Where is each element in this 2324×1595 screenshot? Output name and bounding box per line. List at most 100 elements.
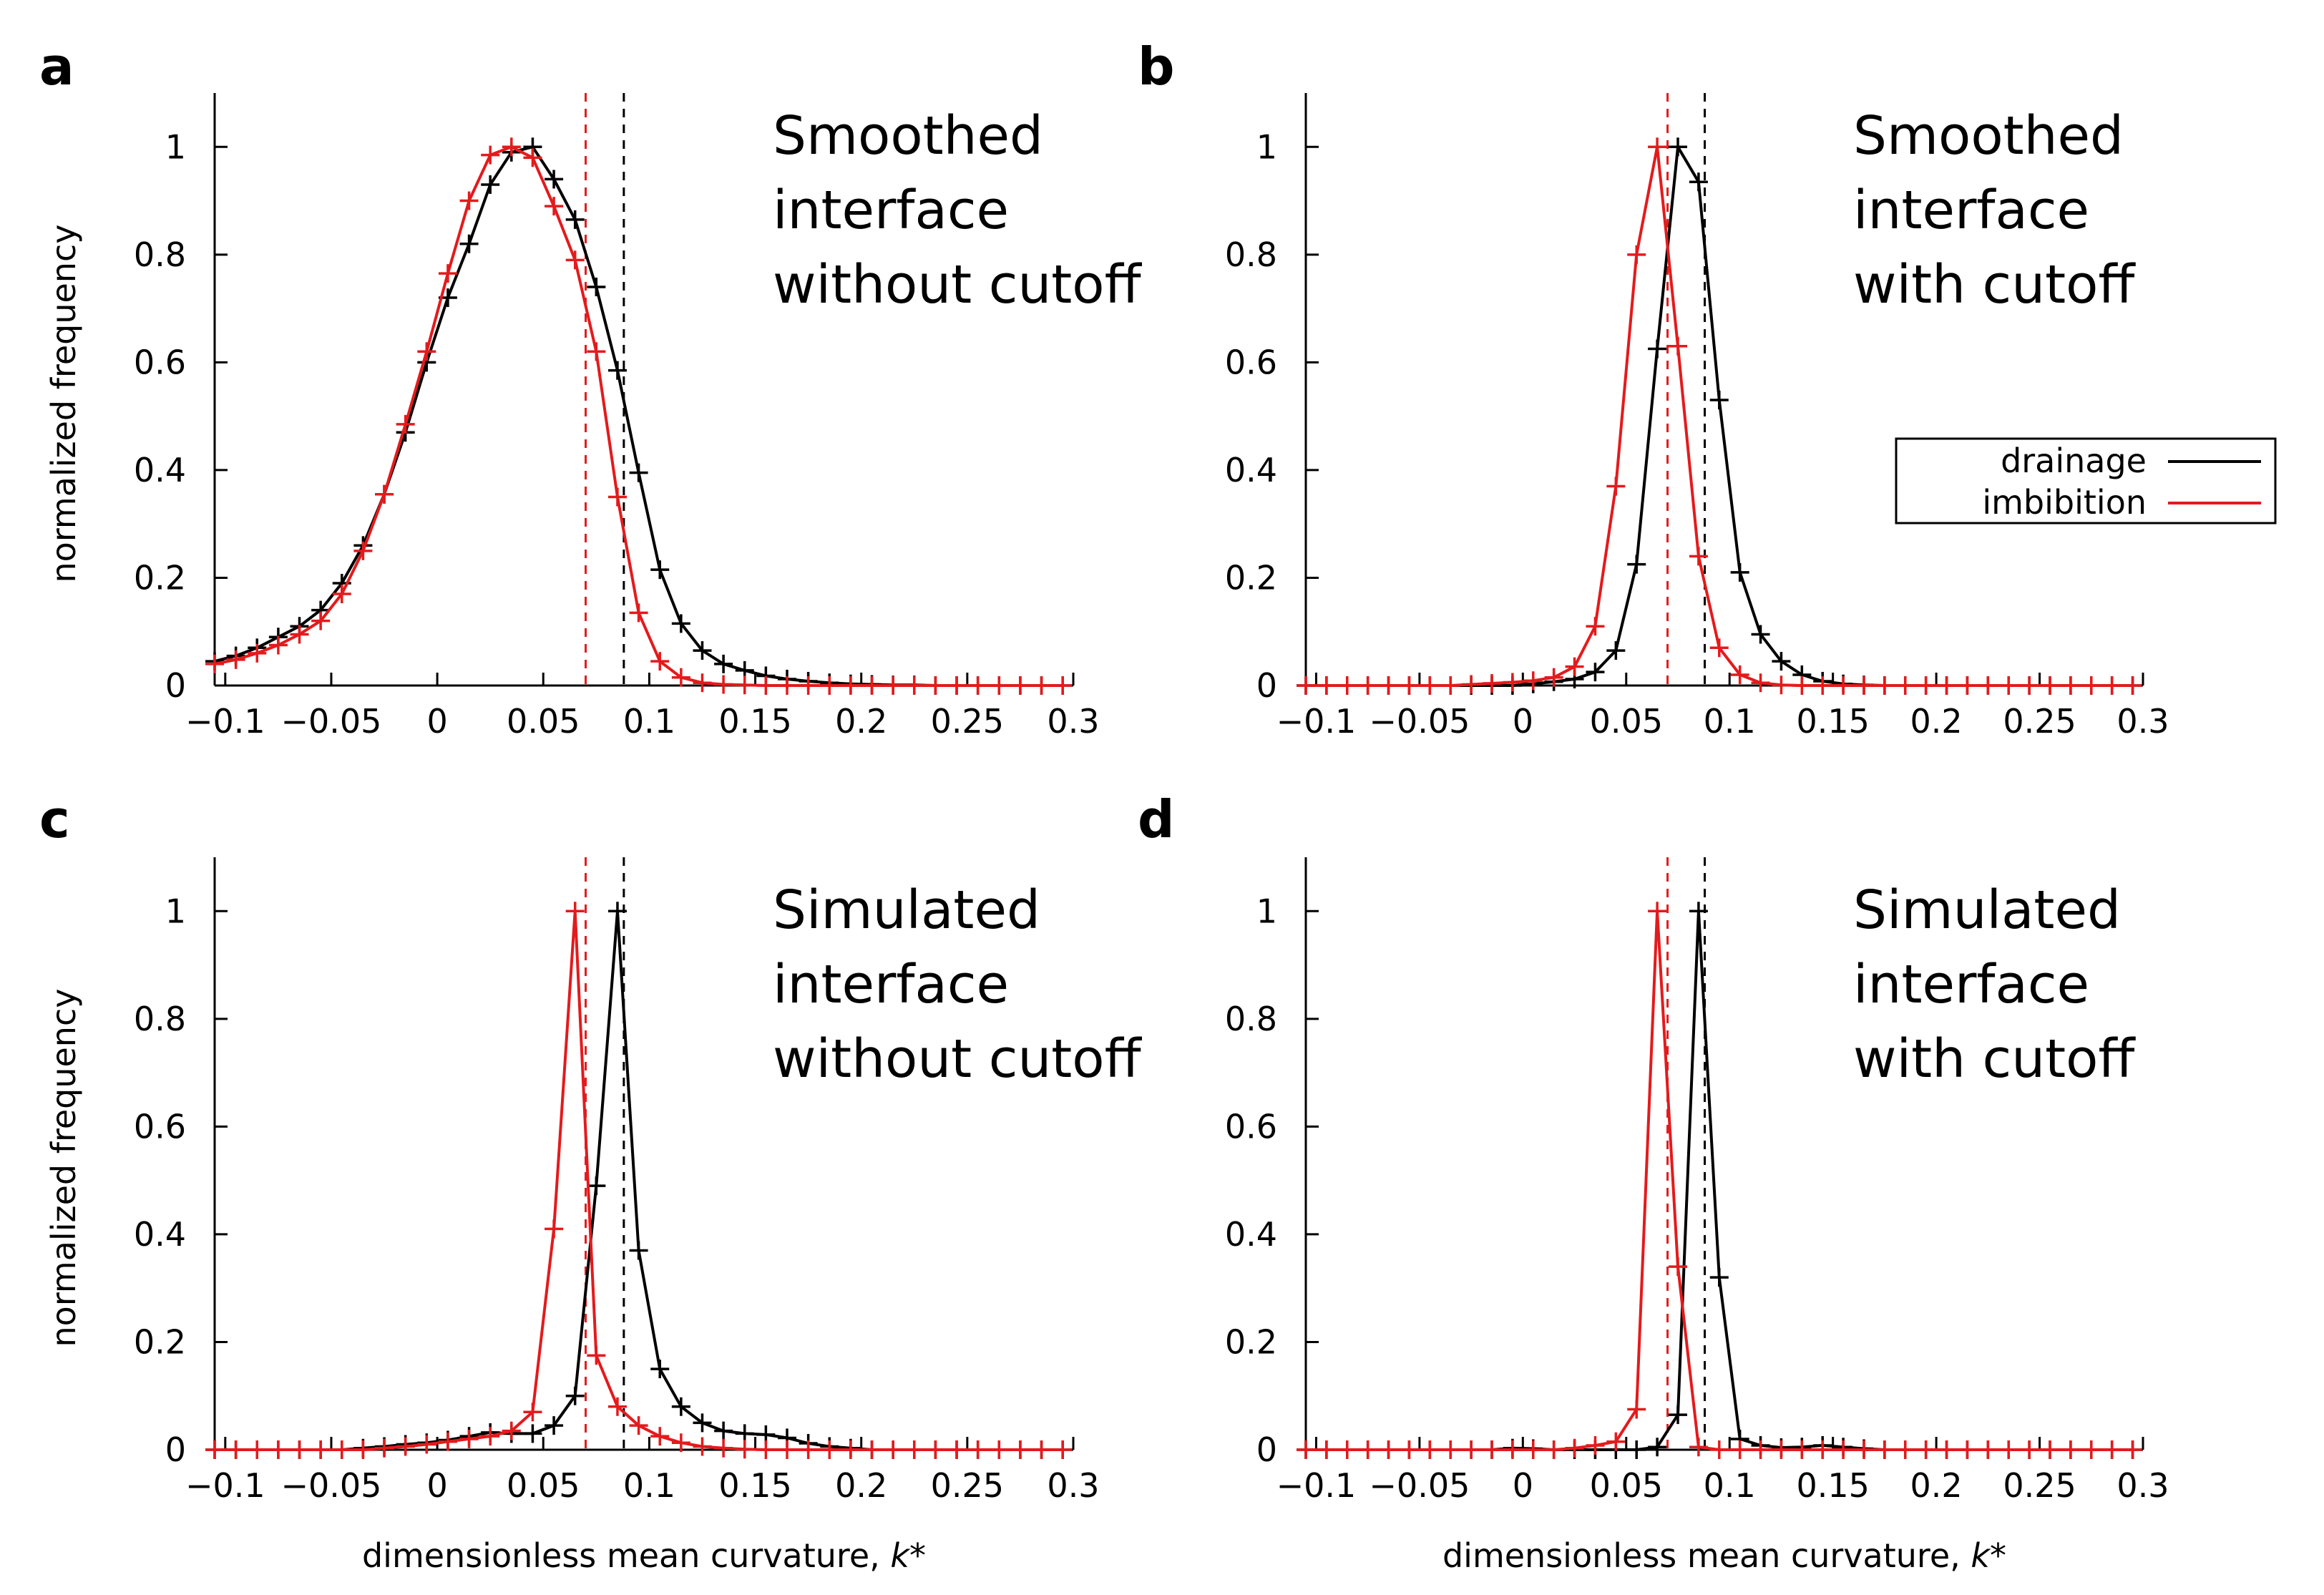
imbibition-point: [947, 1440, 967, 1459]
imbibition-point: [1855, 1440, 1873, 1459]
y-tick-label: 1: [165, 892, 186, 930]
y-tick-label: 0.4: [1225, 451, 1277, 489]
panel-title-line: without cutoff: [773, 1028, 1143, 1090]
imbibition-point: [545, 1219, 564, 1239]
x-tick-label: 0.2: [835, 702, 887, 741]
x-tick-label: 0.05: [1590, 1466, 1663, 1505]
imbibition-point: [248, 643, 267, 663]
imbibition-point: [1606, 477, 1626, 496]
imbibition-point: [1358, 676, 1377, 695]
y-tick-label: 0: [1256, 666, 1277, 705]
imbibition-point: [1586, 1435, 1605, 1455]
panel-d: −0.1 −0.05 0 0.05 0.1 0.15 0.2 0.25 0.3 0 0.2 0.4 0.…: [1138, 789, 2169, 1575]
imbibition-point: [671, 1433, 690, 1453]
y-tick-label: 0.8: [1225, 1000, 1277, 1038]
legend-label-drainage: drainage: [2001, 442, 2147, 480]
imbibition-point: [1523, 671, 1543, 691]
x-axis-label-text: dimensionless mean curvature,: [1442, 1536, 1971, 1575]
imbibition-point: [1565, 657, 1584, 676]
imbibition-point: [1483, 673, 1501, 693]
drainage-point: [565, 210, 585, 229]
imbibition-point: [1400, 676, 1419, 695]
imbibition-point: [332, 1440, 351, 1459]
imbibition-point: [1978, 1440, 1998, 1459]
y-tick-label: 0.8: [1225, 235, 1277, 274]
y-tick-label: 1: [165, 127, 186, 166]
imbibition-point: [523, 1403, 542, 1422]
imbibition-point: [1586, 617, 1605, 636]
drainage-point: [629, 463, 648, 482]
imbibition-point: [756, 1440, 776, 1459]
panel-a: −0.1 −0.05 0 0.05 0.1 0.15 0.2 0.25 0.3 0 0.2 0.4 0.…: [39, 36, 1143, 741]
imbibition-point: [607, 487, 627, 507]
y-tick-label: 0.6: [1225, 343, 1277, 381]
imbibition-point: [268, 635, 288, 655]
x-tick-label: 0: [426, 1466, 447, 1505]
x-tick-label: 0.25: [931, 1466, 1004, 1505]
x-tick-label: 0.25: [931, 702, 1004, 741]
drainage-point: [481, 175, 500, 194]
x-tick-label: −0.05: [1369, 1466, 1470, 1505]
imbibition-point: [1317, 1440, 1336, 1459]
imbibition-point: [1544, 1440, 1563, 1459]
imbibition-point: [290, 1440, 309, 1459]
imbibition-point: [1503, 1440, 1522, 1459]
imbibition-point: [1606, 1432, 1626, 1451]
y-tick-label: 0.8: [134, 1000, 186, 1038]
imbibition-point: [502, 137, 521, 157]
imbibition-point: [1669, 336, 1687, 356]
imbibition-point: [799, 676, 818, 695]
drainage-point: [671, 1397, 690, 1416]
imbibition-point: [1420, 676, 1440, 695]
y-tick-label: 0.6: [134, 1107, 186, 1146]
imbibition-point: [1441, 676, 1460, 695]
imbibition-point: [332, 585, 351, 604]
imbibition-point: [1627, 245, 1646, 264]
y-tick-label: 0.2: [134, 558, 186, 597]
imbibition-point: [1358, 1440, 1377, 1459]
drainage-point: [1689, 172, 1708, 192]
imbibition-point: [502, 1421, 521, 1440]
imbibition-point: [353, 1440, 373, 1459]
imbibition-point: [1627, 1400, 1646, 1419]
imbibition-point: [311, 1440, 331, 1459]
imbibition-point: [1689, 547, 1708, 566]
imbibition-point: [375, 1438, 394, 1458]
x-tick-label: 0.1: [623, 702, 675, 741]
y-tick-label: 0.4: [134, 1215, 186, 1254]
y-tick-label: 0.4: [1225, 1215, 1277, 1254]
drainage-point: [587, 1176, 606, 1196]
imbibition-point: [756, 676, 776, 695]
x-tick-label: −0.1: [1276, 1466, 1357, 1505]
imbibition-point: [1772, 675, 1791, 695]
imbibition-point: [2081, 676, 2101, 695]
y-tick-label: 0: [165, 1430, 186, 1469]
imbibition-point: [1792, 676, 1812, 695]
imbibition-point: [904, 676, 924, 695]
drainage-point: [523, 1424, 542, 1443]
drainage-point: [1627, 1440, 1646, 1459]
imbibition-point: [2102, 676, 2122, 695]
imbibition-point: [545, 197, 564, 216]
imbibition-point: [904, 1440, 924, 1459]
imbibition-point: [862, 1440, 882, 1459]
imbibition-point: [1010, 676, 1030, 695]
x-tick-label: −0.05: [1369, 702, 1470, 741]
drainage-point: [1627, 555, 1646, 574]
imbibition-point: [1978, 676, 1998, 695]
imbibition-point: [1337, 1440, 1357, 1459]
x-tick-label: 0.15: [1796, 1466, 1869, 1505]
drainage-point: [735, 1424, 754, 1443]
drainage-point: [1751, 625, 1770, 644]
imbibition-point: [2061, 676, 2080, 695]
imbibition-point: [1689, 1438, 1708, 1457]
imbibition-point: [205, 1440, 224, 1459]
drainage-point: [607, 902, 627, 921]
x-tick-label: 0.15: [718, 702, 791, 741]
imbibition-point: [1317, 676, 1336, 695]
imbibition-point: [417, 342, 436, 361]
drainage-point: [607, 361, 627, 380]
panel-title-line: with cutoff: [1853, 254, 2136, 316]
drainage-point: [1689, 902, 1708, 921]
